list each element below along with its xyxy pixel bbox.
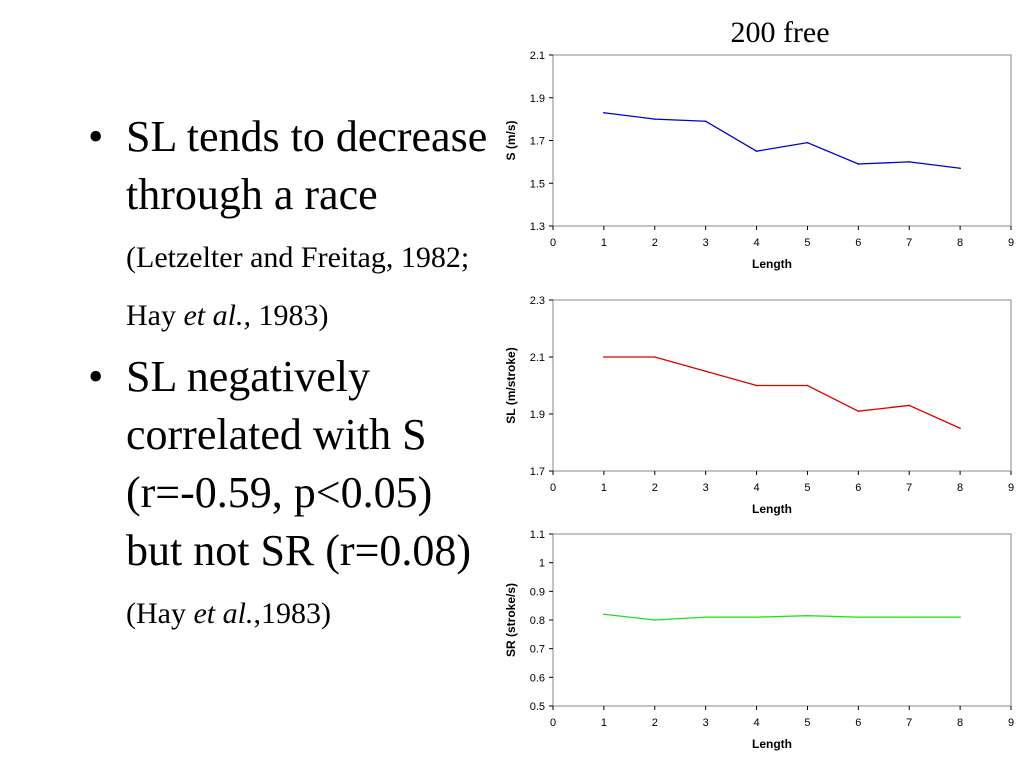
y-tick-label: 0.8 (530, 615, 545, 627)
bullet-citation: (Hay et al.,1983) (126, 597, 331, 630)
y-tick-label: 1.9 (530, 93, 545, 105)
data-point (603, 613, 605, 616)
plot-area (552, 54, 1012, 227)
x-tick-label: 2 (652, 237, 658, 249)
y-tick-label: 1.3 (530, 221, 545, 233)
x-tick-label: 3 (703, 482, 709, 494)
bullet-text: SL negatively correlated with S (r=-0.59… (126, 352, 472, 575)
y-tick-label: 2.1 (530, 50, 545, 62)
y-tick-label: 1.9 (530, 409, 545, 421)
x-tick-label: 9 (1008, 237, 1014, 249)
y-tick-label: 0.6 (530, 672, 545, 684)
x-tick-label: 5 (804, 237, 810, 249)
x-tick-label: 3 (703, 717, 709, 729)
x-tick-label: 1 (601, 482, 607, 494)
bullet-item: • SL tends to decrease through a race (L… (88, 108, 488, 340)
data-point (704, 370, 707, 373)
x-axis-label: Length (752, 502, 792, 516)
bullet-item: • SL negatively correlated with S (r=-0.… (88, 348, 488, 638)
data-point (704, 616, 707, 618)
y-axis-label: SL (m/stroke) (504, 347, 518, 423)
x-tick-label: 6 (855, 482, 861, 494)
x-tick-label: 5 (804, 482, 810, 494)
x-tick-label: 0 (550, 482, 556, 494)
x-tick-label: 7 (906, 237, 912, 249)
x-tick-label: 4 (753, 237, 759, 249)
y-tick-label: 1.7 (530, 136, 545, 148)
y-tick-label: 1.1 (530, 529, 545, 541)
y-tick-label: 1.7 (530, 466, 545, 478)
y-tick-label: 1.5 (530, 178, 545, 190)
citation-text: ,1983) (253, 597, 331, 630)
y-tick-label: 2.3 (530, 295, 545, 307)
data-point (704, 120, 707, 123)
x-tick-label: 7 (906, 482, 912, 494)
y-axis-label: SR (stroke/s) (504, 583, 518, 657)
citation-italic: et al., (183, 299, 251, 332)
data-point (755, 616, 758, 618)
bullet-citation: (Letzelter and Freitag, 1982; Hay et al.… (126, 241, 469, 332)
citation-italic: et al. (193, 597, 254, 630)
x-tick-label: 9 (1008, 717, 1014, 729)
x-tick-label: 7 (906, 717, 912, 729)
series-line (603, 613, 961, 621)
data-point (959, 427, 961, 430)
x-tick-label: 0 (550, 237, 556, 249)
series-line (603, 356, 961, 429)
y-tick-label: 0.5 (530, 701, 545, 713)
bullet-dot-icon: • (88, 112, 104, 161)
data-point (603, 356, 605, 358)
chart-title: 200 free (730, 16, 830, 49)
x-tick-label: 1 (601, 717, 607, 729)
data-point (653, 118, 656, 120)
x-tick-label: 8 (957, 482, 963, 494)
x-tick-label: 2 (652, 482, 658, 494)
x-tick-label: 6 (855, 237, 861, 249)
data-point (653, 619, 656, 621)
x-tick-label: 0 (550, 717, 556, 729)
data-point (908, 404, 911, 407)
y-axis-label: S (m/s) (504, 120, 518, 160)
data-point (857, 410, 860, 412)
x-tick-label: 3 (703, 237, 709, 249)
data-point (959, 167, 961, 170)
x-tick-label: 6 (855, 717, 861, 729)
data-point (806, 384, 809, 387)
x-axis-label: Length (752, 257, 792, 271)
x-axis-label: Length (752, 737, 792, 751)
data-point (806, 141, 809, 144)
data-point (653, 356, 656, 358)
x-tick-label: 8 (957, 717, 963, 729)
bullet-list: • SL tends to decrease through a race (L… (88, 108, 488, 646)
data-point (857, 163, 860, 165)
y-tick-label: 0.9 (530, 586, 545, 598)
x-tick-label: 4 (753, 482, 759, 494)
x-tick-label: 2 (652, 717, 658, 729)
plot-area (552, 533, 1012, 707)
bullet-text: SL tends to decrease through a race (126, 112, 488, 219)
bullet-dot-icon: • (88, 352, 104, 401)
data-point (806, 614, 809, 617)
series-line (603, 112, 961, 169)
data-point (959, 616, 961, 618)
x-tick-label: 8 (957, 237, 963, 249)
data-point (908, 161, 911, 163)
y-tick-label: 2.1 (530, 352, 545, 364)
x-tick-label: 5 (804, 717, 810, 729)
y-tick-label: 1 (539, 558, 545, 570)
x-tick-label: 4 (753, 717, 759, 729)
citation-text: (Letzelter and Freitag, 1982; Hay (126, 241, 470, 332)
x-tick-label: 1 (601, 237, 607, 249)
x-tick-label: 9 (1008, 482, 1014, 494)
y-tick-label: 0.7 (530, 644, 545, 656)
citation-text: (Hay (126, 597, 194, 630)
data-point (755, 384, 758, 387)
data-point (603, 111, 605, 114)
data-point (908, 616, 911, 618)
citation-text: 1983) (250, 299, 329, 332)
data-point (755, 150, 758, 152)
data-point (857, 616, 860, 618)
